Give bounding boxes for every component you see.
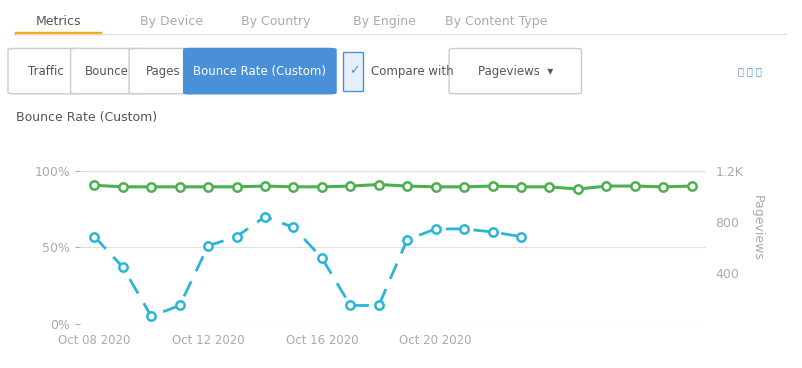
Text: Bounce: Bounce [85,65,128,78]
Text: Metrics: Metrics [36,15,82,28]
Text: By Engine: By Engine [353,15,415,28]
Text: ✓: ✓ [349,65,359,78]
FancyBboxPatch shape [184,49,336,94]
Y-axis label: Pageviews: Pageviews [751,195,764,261]
Text: Bounce Rate (Custom): Bounce Rate (Custom) [193,65,326,78]
FancyBboxPatch shape [129,49,197,94]
Text: Compare with: Compare with [371,65,453,78]
Text: By Device: By Device [140,15,204,28]
FancyBboxPatch shape [449,49,581,94]
Text: Traffic: Traffic [28,65,64,78]
Text: By Content Type: By Content Type [445,15,548,28]
Text: Bounce Rate (Custom): Bounce Rate (Custom) [16,111,157,124]
Text: Pageviews  ▾: Pageviews ▾ [478,65,553,78]
Text: Pages: Pages [146,65,180,78]
Text: By Country: By Country [241,15,310,28]
FancyBboxPatch shape [343,52,363,91]
FancyBboxPatch shape [8,49,84,94]
FancyBboxPatch shape [71,49,143,94]
Text: 📊 📈 📉: 📊 📈 📉 [738,66,762,76]
